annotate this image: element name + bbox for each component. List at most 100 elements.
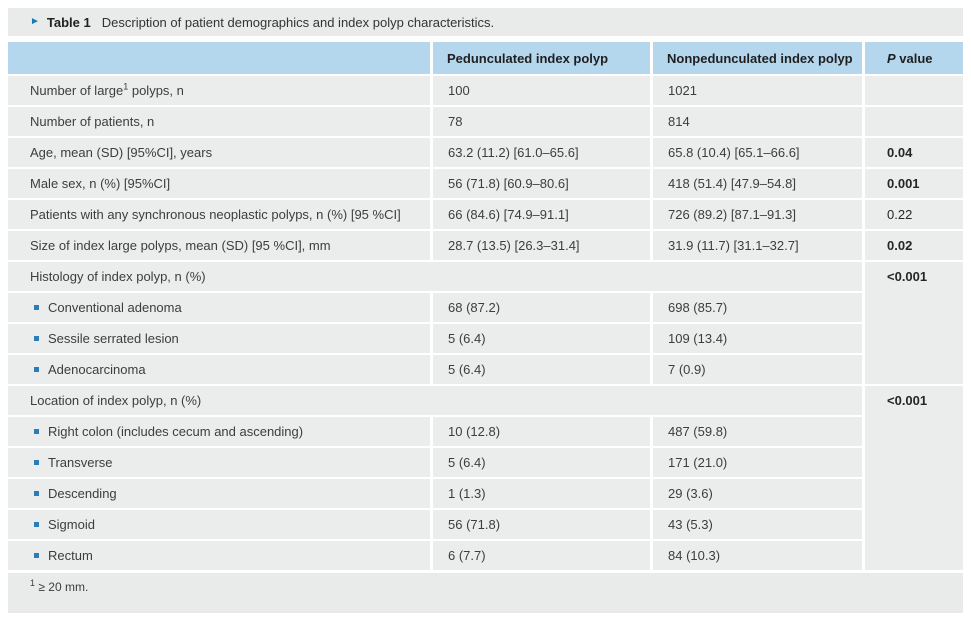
row-label: Descending [8,479,430,508]
table-caption: ► Table 1 Description of patient demogra… [8,8,963,36]
table-row: Rectum 6 (7.7) 84 (10.3) [8,541,963,570]
table-row: Adenocarcinoma 5 (6.4) 7 (0.9) [8,355,963,384]
p-value: <0.001 [865,262,963,384]
column-header-nonpedunculated: Nonpedunculated index polyp [653,42,862,74]
table-row: Patients with any synchronous neoplastic… [8,200,963,229]
bullet-icon [34,491,39,497]
nonpedunculated-value: 1021 [653,76,862,105]
pvalue-italic-p: P [887,50,896,66]
p-value: 0.04 [865,138,963,167]
pvalue-rest: value [895,50,933,66]
header-row: Pedunculated index polyp Nonpedunculated… [8,42,963,74]
nonpedunculated-value: 7 (0.9) [653,355,862,384]
row-label: Sessile serrated lesion [8,324,430,353]
bullet-icon [34,553,39,559]
nonpedunculated-value: 43 (5.3) [653,510,862,539]
group-row-histology: Histology of index polyp, n (%) <0.001 [8,262,963,384]
row-label: Conventional adenoma [8,293,430,322]
row-label-text: polyps, n [128,83,184,98]
column-header-pvalue: P value [865,42,963,74]
p-value [865,76,963,105]
row-label: Transverse [8,448,430,477]
row-label: Sigmoid [8,510,430,539]
footnote-ref: 1 [123,81,129,92]
column-header-empty [8,42,430,74]
pedunculated-value: 100 [433,76,650,105]
row-label-text: Number of large [30,83,124,98]
row-label: Age, mean (SD) [95%CI], years [8,138,430,167]
footnote-marker: 1 [30,578,36,588]
table-row: Sigmoid 56 (71.8) 43 (5.3) [8,510,963,539]
nonpedunculated-value: 31.9 (11.7) [31.1–32.7] [653,231,862,260]
row-label-text: Adenocarcinoma [48,362,146,377]
nonpedunculated-value: 418 (51.4) [47.9–54.8] [653,169,862,198]
nonpedunculated-value: 171 (21.0) [653,448,862,477]
caption-text: Description of patient demographics and … [101,14,495,30]
row-label: Number of large1 polyps, n [8,76,430,105]
group-label: Location of index polyp, n (%) [8,386,862,415]
table-row: Conventional adenoma 68 (87.2) 698 (85.7… [8,293,963,322]
pedunculated-value: 78 [433,107,650,136]
row-label: Patients with any synchronous neoplastic… [8,200,430,229]
row-label: Rectum [8,541,430,570]
pedunculated-value: 6 (7.7) [433,541,650,570]
bullet-icon [34,367,39,373]
table-row: Sessile serrated lesion 5 (6.4) 109 (13.… [8,324,963,353]
p-value: 0.001 [865,169,963,198]
nonpedunculated-value: 726 (89.2) [87.1–91.3] [653,200,862,229]
bullet-icon [34,336,39,342]
pedunculated-value: 68 (87.2) [433,293,650,322]
table-row: Age, mean (SD) [95%CI], years 63.2 (11.2… [8,138,963,167]
p-value: 0.02 [865,231,963,260]
row-label-text: Transverse [48,455,113,470]
pedunculated-value: 5 (6.4) [433,448,650,477]
nonpedunculated-value: 109 (13.4) [653,324,862,353]
group-row-location: Location of index polyp, n (%) <0.001 [8,386,963,570]
row-label-text: Sessile serrated lesion [48,331,179,346]
table-row: Descending 1 (1.3) 29 (3.6) [8,479,963,508]
p-value: 0.22 [865,200,963,229]
demographics-table: Pedunculated index polyp Nonpedunculated… [5,40,966,572]
bullet-icon [34,522,39,528]
table-row: Number of large1 polyps, n 100 1021 [8,76,963,105]
pedunculated-value: 56 (71.8) [433,510,650,539]
pedunculated-value: 28.7 (13.5) [26.3–31.4] [433,231,650,260]
table-row: Transverse 5 (6.4) 171 (21.0) [8,448,963,477]
row-label-text: Conventional adenoma [48,300,182,315]
table-row: Size of index large polyps, mean (SD) [9… [8,231,963,260]
bullet-icon [34,305,39,311]
footnote-text: ≥ 20 mm. [35,580,89,594]
table-row: Right colon (includes cecum and ascendin… [8,417,963,446]
nonpedunculated-value: 84 (10.3) [653,541,862,570]
table-row: Male sex, n (%) [95%CI] 56 (71.8) [60.9–… [8,169,963,198]
row-label: Size of index large polyps, mean (SD) [9… [8,231,430,260]
group-label: Histology of index polyp, n (%) [8,262,862,291]
row-label: Number of patients, n [8,107,430,136]
table-row: Number of patients, n 78 814 [8,107,963,136]
nonpedunculated-value: 698 (85.7) [653,293,862,322]
column-header-pedunculated: Pedunculated index polyp [433,42,650,74]
nonpedunculated-value: 65.8 (10.4) [65.1–66.6] [653,138,862,167]
row-label-text: Sigmoid [48,517,95,532]
pedunculated-value: 63.2 (11.2) [61.0–65.6] [433,138,650,167]
pedunculated-value: 10 (12.8) [433,417,650,446]
p-value: <0.001 [865,386,963,570]
pedunculated-value: 56 (71.8) [60.9–80.6] [433,169,650,198]
table-marker-icon: ► [30,16,40,27]
pedunculated-value: 66 (84.6) [74.9–91.1] [433,200,650,229]
pedunculated-value: 5 (6.4) [433,324,650,353]
row-label-text: Right colon (includes cecum and ascendin… [48,424,304,439]
bullet-icon [34,460,39,466]
row-label: Right colon (includes cecum and ascendin… [8,417,430,446]
nonpedunculated-value: 814 [653,107,862,136]
nonpedunculated-value: 29 (3.6) [653,479,862,508]
pedunculated-value: 1 (1.3) [433,479,650,508]
p-value [865,107,963,136]
row-label: Adenocarcinoma [8,355,430,384]
row-label: Male sex, n (%) [95%CI] [8,169,430,198]
row-label-text: Descending [48,486,117,501]
footnote: 1 ≥ 20 mm. [8,573,963,613]
caption-label: Table 1 [46,14,91,30]
row-label-text: Rectum [48,548,93,563]
